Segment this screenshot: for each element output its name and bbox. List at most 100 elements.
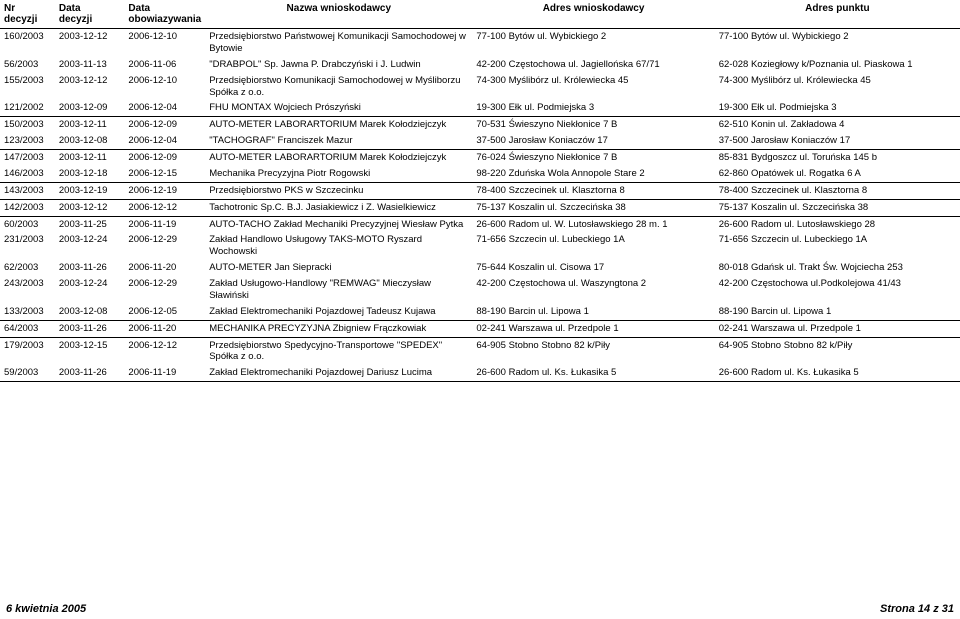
cell-addr1: 75-644 Koszalin ul. Cisowa 17	[472, 260, 714, 276]
cell-d1: 2003-12-08	[55, 133, 125, 149]
cell-nr: 150/2003	[0, 117, 55, 133]
cell-d1: 2003-11-25	[55, 216, 125, 232]
cell-addr2: 75-137 Koszalin ul. Szczecińska 38	[715, 199, 960, 216]
table-row: 143/20032003-12-192006-12-19Przedsiębior…	[0, 182, 960, 199]
cell-addr2: 62-510 Konin ul. Zakładowa 4	[715, 117, 960, 133]
cell-addr1: 70-531 Świeszyno Niekłonice 7 B	[472, 117, 714, 133]
cell-d2: 2006-12-12	[124, 199, 205, 216]
cell-name: Zakład Elektromechaniki Pojazdowej Dariu…	[205, 365, 472, 381]
cell-addr1: 75-137 Koszalin ul. Szczecińska 38	[472, 199, 714, 216]
table-row: 62/20032003-11-262006-11-20AUTO-METER Ja…	[0, 260, 960, 276]
cell-addr1: 78-400 Szczecinek ul. Klasztorna 8	[472, 182, 714, 199]
cell-addr2: 42-200 Częstochowa ul.Podkolejowa 41/43	[715, 276, 960, 304]
table-row: 179/20032003-12-152006-12-12Przedsiębior…	[0, 337, 960, 365]
cell-addr2: 77-100 Bytów ul. Wybickiego 2	[715, 29, 960, 57]
cell-addr2: 74-300 Myślibórz ul. Królewiecka 45	[715, 73, 960, 101]
cell-addr2: 02-241 Warszawa ul. Przedpole 1	[715, 320, 960, 337]
footer-page: Strona 14 z 31	[880, 603, 954, 615]
cell-d2: 2006-12-29	[124, 276, 205, 304]
cell-nr: 64/2003	[0, 320, 55, 337]
cell-addr2: 88-190 Barcin ul. Lipowa 1	[715, 304, 960, 320]
cell-addr1: 19-300 Ełk ul. Podmiejska 3	[472, 100, 714, 116]
col-header-addr-applicant: Adres wnioskodawcy	[472, 0, 714, 29]
cell-nr: 146/2003	[0, 166, 55, 182]
cell-addr2: 85-831 Bydgoszcz ul. Toruńska 145 b	[715, 150, 960, 166]
cell-nr: 147/2003	[0, 150, 55, 166]
cell-name: Zakład Handlowo Usługowy TAKS-MOTO Rysza…	[205, 232, 472, 260]
cell-nr: 243/2003	[0, 276, 55, 304]
table-row: 142/20032003-12-122006-12-12Tachotronic …	[0, 199, 960, 216]
cell-d1: 2003-12-24	[55, 232, 125, 260]
cell-addr2: 37-500 Jarosław Koniaczów 17	[715, 133, 960, 149]
cell-d1: 2003-12-12	[55, 29, 125, 57]
cell-d2: 2006-12-12	[124, 337, 205, 365]
table-row: 133/20032003-12-082006-12-05Zakład Elekt…	[0, 304, 960, 320]
cell-name: "TACHOGRAF" Franciszek Mazur	[205, 133, 472, 149]
table-row: 56/20032003-11-132006-11-06"DRABPOL" Sp.…	[0, 57, 960, 73]
cell-addr1: 77-100 Bytów ul. Wybickiego 2	[472, 29, 714, 57]
cell-d2: 2006-12-15	[124, 166, 205, 182]
table-row: 123/20032003-12-082006-12-04"TACHOGRAF" …	[0, 133, 960, 149]
table-row: 155/20032003-12-122006-12-10Przedsiębior…	[0, 73, 960, 101]
cell-d1: 2003-12-24	[55, 276, 125, 304]
cell-d2: 2006-12-05	[124, 304, 205, 320]
cell-nr: 160/2003	[0, 29, 55, 57]
table-row: 150/20032003-12-112006-12-09AUTO-METER L…	[0, 117, 960, 133]
cell-d1: 2003-12-11	[55, 150, 125, 166]
cell-addr1: 42-200 Częstochowa ul. Waszyngtona 2	[472, 276, 714, 304]
cell-nr: 133/2003	[0, 304, 55, 320]
cell-name: AUTO-METER LABORARTORIUM Marek Kołodziej…	[205, 117, 472, 133]
cell-name: AUTO-METER LABORARTORIUM Marek Kołodziej…	[205, 150, 472, 166]
cell-nr: 62/2003	[0, 260, 55, 276]
cell-nr: 121/2002	[0, 100, 55, 116]
cell-addr2: 62-860 Opatówek ul. Rogatka 6 A	[715, 166, 960, 182]
table-row: 60/20032003-11-252006-11-19AUTO-TACHO Za…	[0, 216, 960, 232]
cell-addr1: 37-500 Jarosław Koniaczów 17	[472, 133, 714, 149]
cell-name: Przedsiębiorstwo PKS w Szczecinku	[205, 182, 472, 199]
col-header-nr: Nr decyzji	[0, 0, 55, 29]
cell-name: Przedsiębiorstwo Spedycyjno-Transportowe…	[205, 337, 472, 365]
cell-name: "DRABPOL" Sp. Jawna P. Drabczyński i J. …	[205, 57, 472, 73]
cell-d2: 2006-12-19	[124, 182, 205, 199]
cell-name: Przedsiębiorstwo Komunikacji Samochodowe…	[205, 73, 472, 101]
table-row: 243/20032003-12-242006-12-29Zakład Usług…	[0, 276, 960, 304]
cell-d2: 2006-11-19	[124, 365, 205, 381]
table-row: 64/20032003-11-262006-11-20MECHANIKA PRE…	[0, 320, 960, 337]
cell-addr1: 02-241 Warszawa ul. Przedpole 1	[472, 320, 714, 337]
table-header-row: Nr decyzji Datadecyzji Dataobowiazywania…	[0, 0, 960, 29]
cell-addr2: 78-400 Szczecinek ul. Klasztorna 8	[715, 182, 960, 199]
cell-d2: 2006-12-04	[124, 100, 205, 116]
footer-date: 6 kwietnia 2005	[6, 603, 86, 615]
page-footer: 6 kwietnia 2005 Strona 14 z 31	[0, 603, 960, 615]
cell-addr1: 26-600 Radom ul. W. Lutosławskiego 28 m.…	[472, 216, 714, 232]
cell-name: AUTO-TACHO Zakład Mechaniki Precyzyjnej …	[205, 216, 472, 232]
cell-addr1: 26-600 Radom ul. Ks. Łukasika 5	[472, 365, 714, 381]
cell-name: MECHANIKA PRECYZYJNA Zbigniew Frączkowia…	[205, 320, 472, 337]
col-header-addr-point: Adres punktu	[715, 0, 960, 29]
cell-name: FHU MONTAX Wojciech Prószyński	[205, 100, 472, 116]
cell-d2: 2006-12-09	[124, 150, 205, 166]
cell-nr: 179/2003	[0, 337, 55, 365]
cell-d1: 2003-12-18	[55, 166, 125, 182]
cell-addr1: 42-200 Częstochowa ul. Jagiellońska 67/7…	[472, 57, 714, 73]
cell-name: Zakład Elektromechaniki Pojazdowej Tadeu…	[205, 304, 472, 320]
table-row: 59/20032003-11-262006-11-19Zakład Elektr…	[0, 365, 960, 381]
cell-addr2: 71-656 Szczecin ul. Lubeckiego 1A	[715, 232, 960, 260]
cell-d1: 2003-11-13	[55, 57, 125, 73]
cell-addr1: 71-656 Szczecin ul. Lubeckiego 1A	[472, 232, 714, 260]
cell-addr2: 26-600 Radom ul. Lutosławskiego 28	[715, 216, 960, 232]
cell-d2: 2006-12-29	[124, 232, 205, 260]
table-row: 147/20032003-12-112006-12-09AUTO-METER L…	[0, 150, 960, 166]
col-header-date-decision: Datadecyzji	[55, 0, 125, 29]
cell-addr2: 26-600 Radom ul. Ks. Łukasika 5	[715, 365, 960, 381]
cell-nr: 56/2003	[0, 57, 55, 73]
cell-addr2: 19-300 Ełk ul. Podmiejska 3	[715, 100, 960, 116]
cell-nr: 231/2003	[0, 232, 55, 260]
cell-d2: 2006-11-06	[124, 57, 205, 73]
cell-nr: 142/2003	[0, 199, 55, 216]
cell-d1: 2003-11-26	[55, 260, 125, 276]
cell-d2: 2006-12-10	[124, 73, 205, 101]
cell-d2: 2006-12-09	[124, 117, 205, 133]
cell-name: Przedsiębiorstwo Państwowej Komunikacji …	[205, 29, 472, 57]
cell-d1: 2003-12-08	[55, 304, 125, 320]
